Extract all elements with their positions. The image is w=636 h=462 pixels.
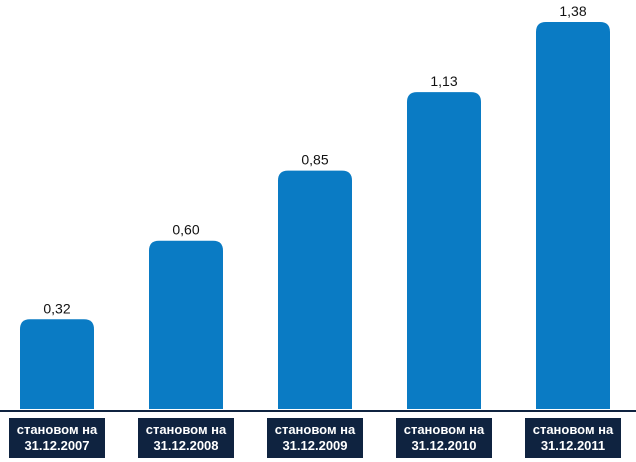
bar-5 (536, 22, 610, 409)
value-label-2: 0,60 (172, 222, 199, 238)
value-label-5: 1,38 (559, 3, 586, 19)
category-label-2-line-1: становом на (146, 422, 227, 437)
category-label-box-2 (138, 418, 234, 458)
category-label-box-1 (9, 418, 105, 458)
category-label-2-line-2: 31.12.2008 (153, 438, 218, 453)
category-label-5-line-2: 31.12.2011 (541, 438, 605, 453)
bar-3 (278, 170, 352, 409)
bar-2 (149, 240, 223, 409)
category-label-3-line-2: 31.12.2009 (282, 438, 347, 453)
value-label-1: 0,32 (43, 300, 70, 316)
value-label-4: 1,13 (430, 73, 457, 89)
category-label-box-3 (267, 418, 363, 458)
value-labels-group: 0,32 0,60 0,85 1,13 1,38 (43, 3, 586, 316)
category-label-box-4 (396, 418, 492, 458)
category-label-5-line-1: становом на (533, 422, 614, 437)
category-label-4-line-2: 31.12.2010 (411, 438, 476, 453)
bar-4 (407, 92, 481, 409)
category-label-4-line-1: становом на (404, 422, 485, 437)
bar-1 (20, 319, 94, 409)
category-label-3-line-1: становом на (275, 422, 356, 437)
category-label-box-5 (525, 418, 621, 458)
value-label-3: 0,85 (301, 152, 328, 168)
category-label-1-line-1: становом на (17, 422, 98, 437)
category-label-1-line-2: 31.12.2007 (24, 438, 89, 453)
bars-group (20, 22, 610, 409)
